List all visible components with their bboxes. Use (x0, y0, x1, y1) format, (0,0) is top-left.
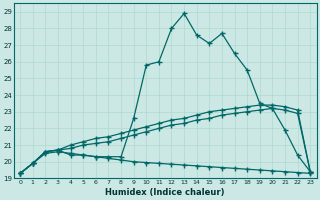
X-axis label: Humidex (Indice chaleur): Humidex (Indice chaleur) (106, 188, 225, 197)
